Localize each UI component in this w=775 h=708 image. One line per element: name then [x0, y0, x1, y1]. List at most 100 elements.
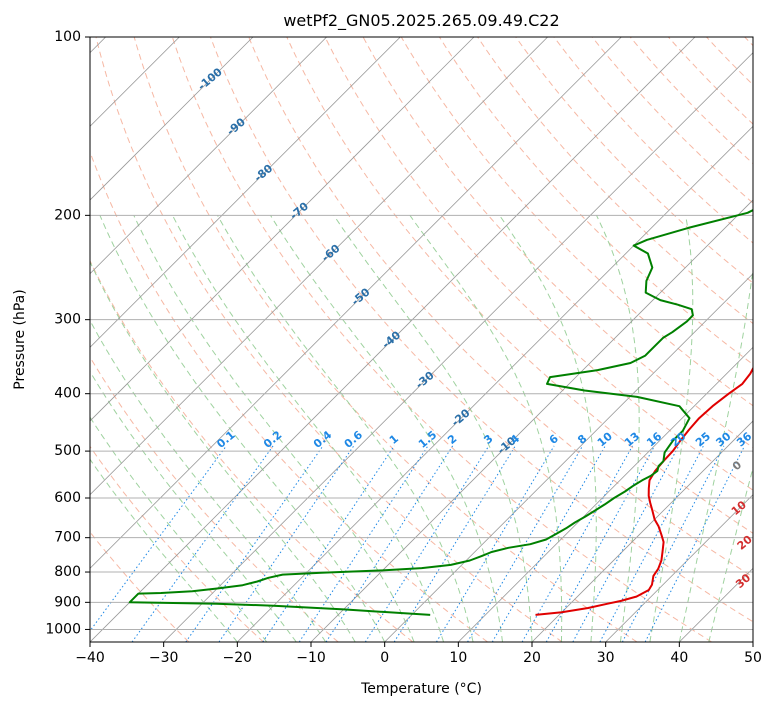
mixing-ratio-line: [393, 445, 516, 642]
mixing-ratio-line: [185, 445, 324, 642]
x-tick-label: −30: [149, 650, 179, 666]
moist-adiabat-line: [333, 215, 533, 642]
y-axis-label: Pressure (hPa): [12, 289, 28, 389]
mixing-ratio-label: 6: [547, 432, 561, 447]
dry-adiabat-line: [171, 37, 712, 642]
moist-adiabat-line: [99, 215, 386, 642]
dry-adiabat-line: [477, 37, 753, 325]
dewpoint-profile-line: [128, 209, 753, 616]
mixing-ratio-label: 16: [644, 429, 664, 449]
dry-adiabat-line: [515, 37, 753, 284]
isotherm-line: [90, 37, 696, 642]
mixing-ratio-line: [621, 445, 725, 642]
mixing-ratio-label: 3: [481, 432, 495, 447]
mixing-ratio-line: [325, 445, 454, 642]
x-tick-label: 30: [597, 650, 615, 666]
mixing-ratio-line: [298, 445, 429, 642]
mixing-ratio-label: 30: [713, 429, 733, 449]
mixing-ratio-label: 10: [595, 429, 615, 449]
mixing-ratio-label: 1.5: [416, 428, 439, 450]
mixing-ratio-label: 0.2: [261, 428, 284, 450]
plot-frame: [89, 36, 754, 643]
dry-adiabat-line: [210, 37, 753, 623]
moist-adiabat-line: [90, 260, 356, 642]
isotherm-line: [90, 37, 548, 496]
y-tick-label: 800: [54, 564, 81, 580]
moist-adiabat-line: [596, 215, 640, 642]
dry-adiabat-line: [90, 150, 488, 642]
dry-adiabat-line: [90, 531, 190, 642]
moist-adiabat-label: 0: [730, 458, 744, 473]
temperature-profile-line: [535, 366, 753, 616]
x-tick-label: 50: [744, 650, 762, 666]
mixing-ratio-line: [491, 445, 606, 642]
isotherm-line: [163, 52, 753, 642]
mixing-ratio-line: [131, 445, 274, 642]
dry-adiabat-line: [95, 37, 563, 642]
dry-adiabat-line: [400, 37, 753, 407]
y-tick-label: 200: [54, 207, 81, 223]
y-tick-label: 500: [54, 443, 81, 459]
isotherm-line: [458, 346, 753, 642]
moist-adiabat-line: [90, 416, 268, 642]
dry-adiabat-line: [324, 37, 753, 491]
moist-adiabat-line: [172, 215, 445, 642]
mixing-ratio-label: 2: [445, 432, 459, 447]
moist-adiabat-label: 10: [729, 498, 749, 518]
dry-adiabat-line: [90, 356, 339, 642]
dry-adiabat-line: [438, 37, 753, 365]
x-axis-ticks: −40 −30 −20 −10 0 10 20 30 40 50: [75, 642, 762, 666]
moist-adiabat-line: [133, 215, 415, 642]
dry-adiabat-line: [248, 37, 753, 578]
mixing-ratio-line: [364, 445, 490, 642]
mixing-ratio-line: [644, 445, 746, 642]
moist-adiabat-line: [678, 265, 753, 642]
mixing-ratio-line: [262, 445, 395, 642]
dry-adiabat-line: [744, 37, 753, 47]
y-tick-label: 600: [54, 490, 81, 506]
moist-adiabat-label: 20: [735, 533, 755, 553]
moist-adiabat-line: [649, 215, 694, 642]
x-axis-label: Temperature (°C): [360, 681, 482, 697]
dry-adiabat-line: [90, 445, 264, 642]
line-labels: -100-90-80-70-60-50-40-30-20-100.1 0.2 0.4…: [195, 65, 769, 619]
x-tick-label: 0: [380, 650, 389, 666]
mixing-ratio-label: 0.6: [342, 428, 366, 451]
mixing-ratio-line: [545, 445, 656, 642]
x-tick-label: 20: [523, 650, 541, 666]
isotherm-line: [531, 420, 753, 642]
isotherm-line: [90, 37, 622, 569]
moist-adiabat-line: [217, 215, 474, 642]
y-tick-label: 400: [54, 386, 81, 402]
isotherm-line: [237, 125, 753, 642]
mixing-ratio-label: 8: [575, 432, 589, 447]
moist-adiabat-line: [409, 215, 563, 642]
isotherm-line: [90, 37, 327, 275]
moist-adiabat-label: 30: [733, 571, 753, 591]
isotherm-line: [605, 494, 753, 642]
mixing-ratio-label: 36: [734, 429, 754, 449]
x-tick-label: −40: [75, 650, 105, 666]
mixing-ratio-line: [435, 445, 555, 642]
x-tick-label: −10: [296, 650, 326, 666]
isotherm-line: [752, 641, 753, 642]
chart-title: wetPf2_GN05.2025.265.09.49.C22: [283, 11, 559, 31]
x-tick-label: 40: [670, 650, 688, 666]
moist-adiabat-label: 40: [749, 599, 769, 619]
isotherm-line: [90, 37, 254, 201]
background-lines: [90, 37, 753, 642]
mixing-ratio-line: [521, 445, 633, 642]
moist-adiabat-line: [90, 458, 238, 642]
mixing-ratio-label: 25: [693, 430, 713, 450]
moist-adiabat-line: [90, 319, 327, 642]
mixing-ratio-line: [90, 445, 227, 632]
y-tick-label: 100: [54, 29, 81, 45]
isotherm-line: [384, 273, 753, 642]
isotherm-line: [310, 199, 753, 642]
y-tick-label: 300: [54, 312, 81, 328]
y-tick-label: 1000: [45, 621, 81, 637]
isotherm-line: [90, 37, 475, 422]
isotherm-line: [679, 567, 753, 642]
moist-adiabat-line: [90, 370, 297, 642]
